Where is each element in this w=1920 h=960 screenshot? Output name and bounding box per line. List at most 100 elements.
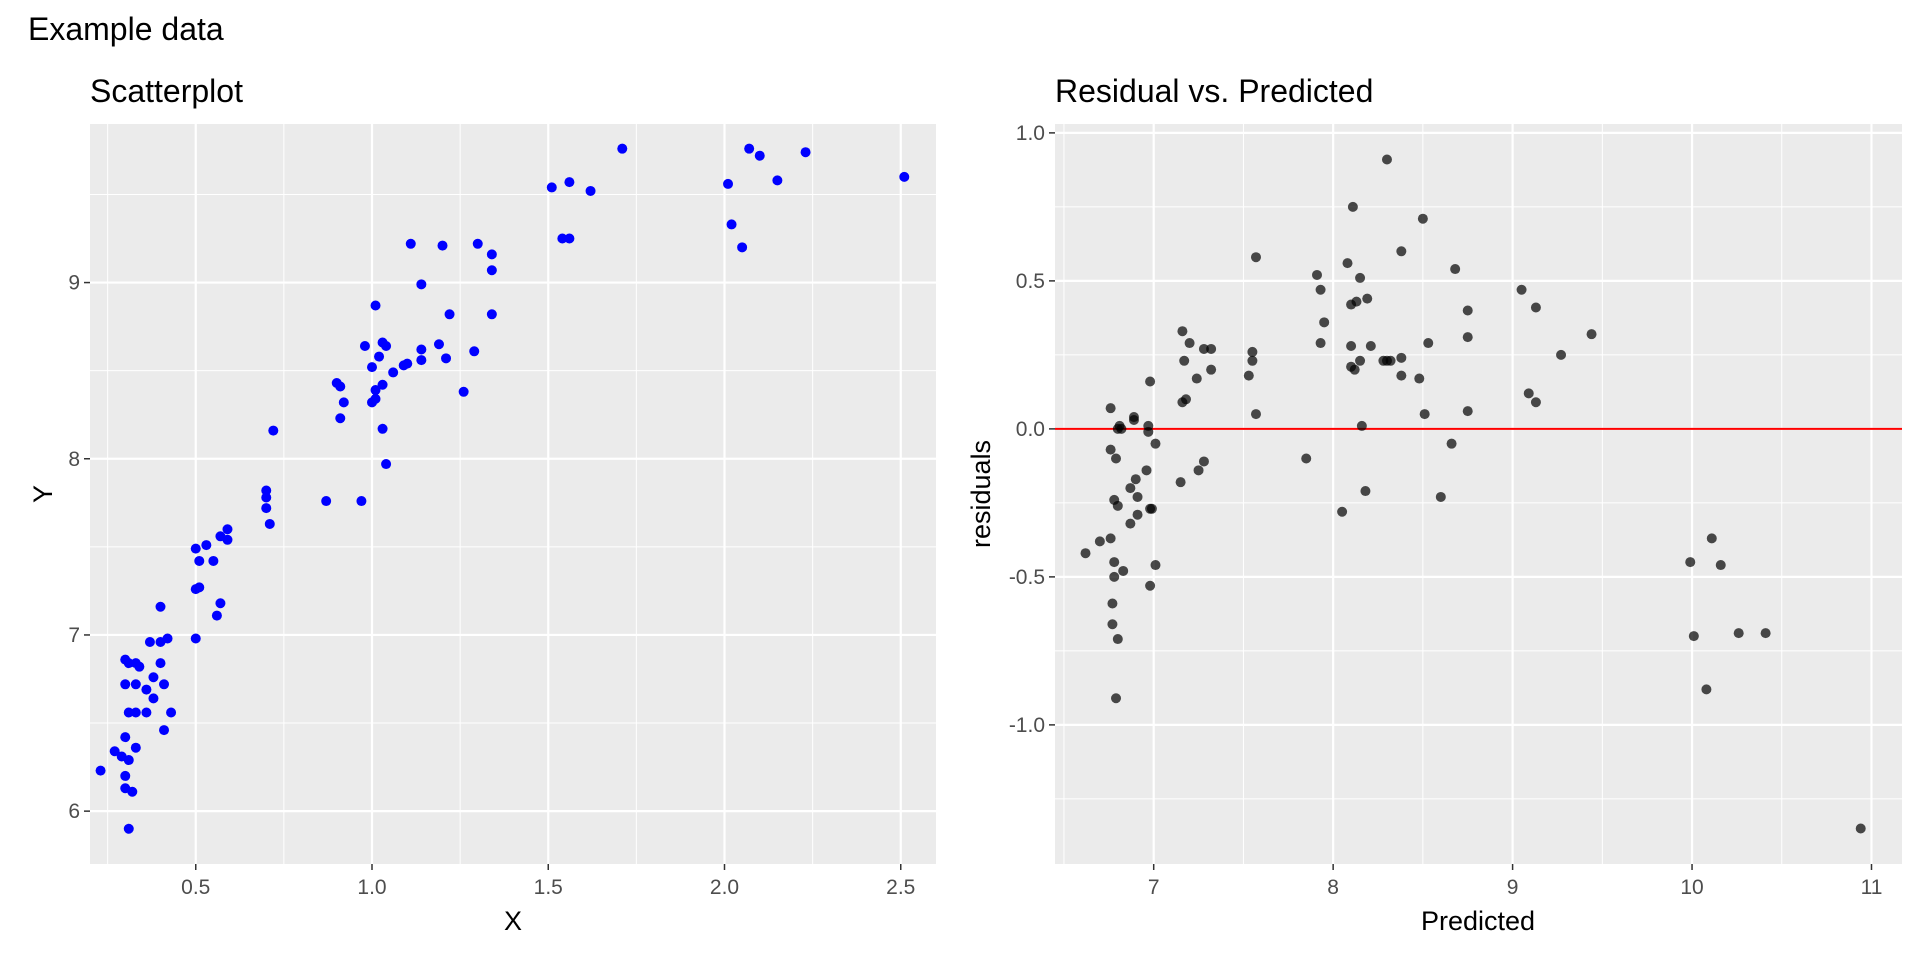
scatterplot-point [374,351,385,362]
residual-point [1315,338,1326,349]
residual-point [1356,420,1367,431]
residual-point [1462,332,1473,343]
scatterplot-point [381,459,392,470]
scatterplot-point [772,175,783,186]
residual-point [1250,252,1261,263]
scatterplot-y-tick-label: 6 [68,800,80,823]
residual-point [1315,284,1326,295]
scatterplot-point [159,679,170,690]
scatterplot-point [585,185,596,196]
scatterplot-point [120,732,131,743]
residual-point [1112,634,1123,645]
residual-point [1184,338,1195,349]
scatterplot-x-tick-label: 2.5 [886,876,915,899]
scatterplot-point [211,610,222,621]
residual-panel: Residual vs. Predicted 7 8 9 10 11 1.0 0.5 0.0 -… [966,73,1902,936]
scatterplot-point [437,240,448,251]
scatterplot-point [416,355,427,366]
scatterplot-x-tick-label: 1.5 [534,876,563,899]
scatterplot-point [359,341,370,351]
residual-point [1193,465,1204,476]
residual-point [1435,491,1446,502]
scatterplot-point [338,397,349,408]
scatterplot-point [144,637,155,647]
scatterplot-point [155,601,166,612]
scatterplot-point [123,707,134,718]
scatterplot-point [162,633,173,644]
scatterplot-y-tick-label: 7 [68,624,80,647]
residual-y-tick-label: 0.5 [1016,270,1045,293]
scatterplot-x-axis-label: X [504,906,522,936]
scatterplot-point [190,543,201,554]
residual-point [1112,500,1123,511]
scatterplot-point [564,177,575,188]
residual-plot-area [1055,124,1902,864]
residual-point [1311,269,1322,280]
scatterplot-point [123,755,134,766]
residual-y-axis-label: residuals [966,440,996,548]
scatterplot-point [381,341,392,351]
residual-x-axis-label: Predicted [1421,906,1535,936]
residual-point [1107,598,1118,609]
scatterplot-point [335,381,346,392]
scatterplot-point [405,238,416,249]
residual-point [1423,338,1434,349]
scatterplot-point [557,233,568,244]
residual-point [1132,509,1143,520]
residual-point [1105,403,1116,414]
residual-y-tick-label: 1.0 [1016,122,1045,145]
scatterplot-point [744,143,755,154]
residual-points [1055,154,1902,834]
residual-point [1247,355,1258,366]
scatterplot-plot-area [90,124,936,864]
scatterplot-title: Scatterplot [90,73,243,109]
scatterplot-x-tick-label: 2.0 [710,876,739,899]
scatterplot-point [370,385,381,396]
scatterplot-point [148,672,159,683]
residual-point [1462,406,1473,417]
residual-point [1191,373,1202,384]
scatterplot-point [95,765,106,776]
scatterplot-point [264,518,275,529]
residual-point [1243,370,1254,381]
scatterplot-point [388,367,399,378]
residual-point [1145,580,1156,591]
scatterplot-point [899,171,910,182]
scatterplot-point [166,707,177,718]
scatterplot-point [141,684,152,695]
scatterplot-point [486,265,497,276]
scatterplot-ticks: 0.5 1.0 1.5 2.0 2.5 6 7 8 9 [68,272,915,899]
residual-point [1556,349,1567,360]
scatterplot-point [141,707,152,718]
residual-point [1733,628,1744,639]
residual-point [1381,154,1392,165]
residual-point [1150,438,1161,449]
residual-point [1419,409,1430,420]
residual-point [1109,557,1120,568]
scatterplot-point [222,524,233,535]
residual-point [1349,364,1360,375]
residual-point [1417,213,1428,224]
scatterplot-point [472,238,483,249]
residual-point [1346,341,1357,351]
residual-point [1080,548,1091,559]
residual-point [1111,453,1122,464]
residual-point [1143,426,1154,437]
residual-point [1319,317,1330,328]
residual-point [1180,394,1191,405]
residual-point [1177,326,1188,337]
residual-point [1414,373,1425,384]
scatterplot-point [130,679,141,690]
scatterplot-point [215,598,226,609]
residual-point [1715,560,1726,571]
residual-point [1351,296,1362,307]
scatterplot-point [370,300,381,311]
residual-point [1365,341,1376,351]
scatterplot-point [201,540,212,551]
scatterplot-point [546,182,557,193]
residual-x-tick-label: 8 [1327,876,1339,899]
residual-y-tick-label: -1.0 [1009,714,1045,737]
scatterplot-point [377,423,388,434]
scatterplot-point [134,661,145,672]
residual-point [1523,388,1534,399]
